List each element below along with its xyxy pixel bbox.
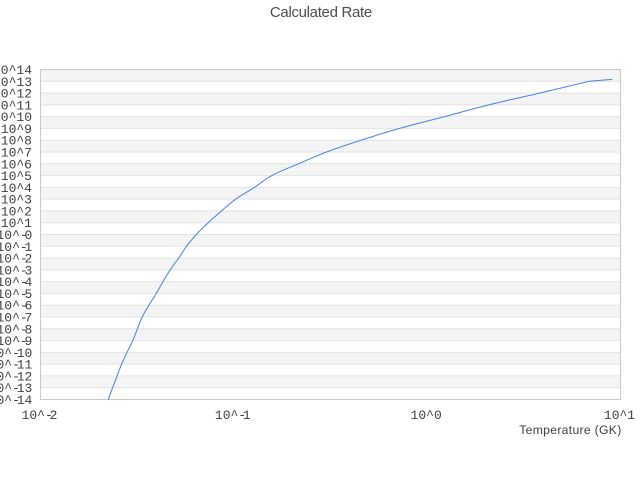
svg-text:10^-3: 10^-3 bbox=[0, 263, 32, 278]
svg-text:10^-12: 10^-12 bbox=[0, 369, 32, 384]
svg-text:10^-8: 10^-8 bbox=[0, 322, 32, 337]
svg-text:10^-2: 10^-2 bbox=[0, 252, 32, 267]
svg-text:10^-0: 10^-0 bbox=[0, 228, 32, 243]
svg-text:Temperature (GK): Temperature (GK) bbox=[519, 423, 621, 437]
svg-text:10^-11: 10^-11 bbox=[0, 358, 32, 373]
svg-text:10^4: 10^4 bbox=[1, 181, 32, 196]
svg-text:10^11: 10^11 bbox=[0, 98, 32, 113]
svg-text:10^2: 10^2 bbox=[1, 204, 32, 219]
svg-text:10^1: 10^1 bbox=[604, 408, 635, 423]
svg-text:10^-14: 10^-14 bbox=[0, 393, 32, 408]
svg-text:10^-2: 10^-2 bbox=[22, 408, 58, 423]
svg-text:10^-4: 10^-4 bbox=[0, 275, 32, 290]
svg-text:10^10: 10^10 bbox=[0, 110, 32, 125]
svg-text:10^0: 10^0 bbox=[411, 408, 442, 423]
svg-text:10^14: 10^14 bbox=[0, 63, 32, 78]
svg-text:10^-1: 10^-1 bbox=[215, 408, 251, 423]
svg-text:10^-7: 10^-7 bbox=[0, 311, 32, 326]
svg-text:10^-9: 10^-9 bbox=[0, 334, 32, 349]
svg-text:10^1: 10^1 bbox=[1, 216, 32, 231]
svg-text:10^-1: 10^-1 bbox=[0, 240, 32, 255]
svg-text:10^9: 10^9 bbox=[1, 122, 32, 137]
svg-text:10^-10: 10^-10 bbox=[0, 346, 32, 361]
svg-text:10^-13: 10^-13 bbox=[0, 381, 32, 396]
svg-text:10^12: 10^12 bbox=[0, 87, 32, 102]
svg-text:10^3: 10^3 bbox=[1, 193, 32, 208]
svg-text:Calculated Rate: Calculated Rate bbox=[270, 4, 372, 21]
svg-text:10^7: 10^7 bbox=[1, 146, 32, 161]
svg-text:10^-6: 10^-6 bbox=[0, 299, 32, 314]
svg-text:10^5: 10^5 bbox=[1, 169, 32, 184]
svg-text:10^8: 10^8 bbox=[1, 134, 32, 149]
svg-text:10^13: 10^13 bbox=[0, 75, 32, 90]
svg-text:10^-5: 10^-5 bbox=[0, 287, 32, 302]
svg-text:10^6: 10^6 bbox=[1, 157, 32, 172]
